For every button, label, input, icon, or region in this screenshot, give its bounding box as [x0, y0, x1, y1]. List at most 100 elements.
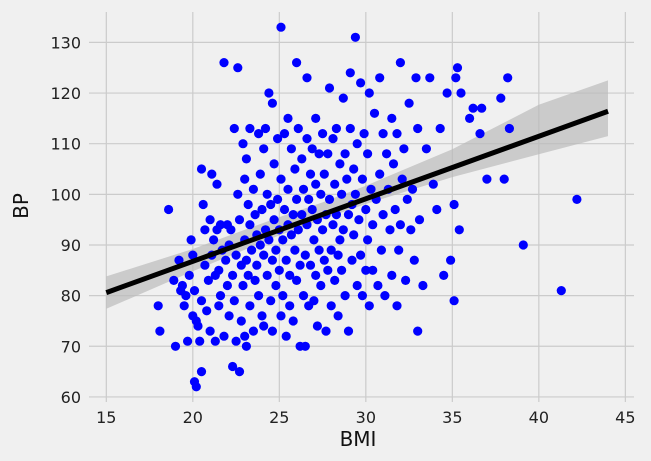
- data-point: [236, 316, 246, 326]
- data-point: [357, 174, 367, 184]
- data-point: [240, 331, 250, 341]
- data-point: [454, 225, 464, 235]
- data-point: [340, 149, 350, 159]
- y-axis-title: BP: [9, 193, 33, 219]
- data-point: [252, 260, 262, 270]
- data-point: [259, 321, 269, 331]
- data-point: [214, 301, 224, 311]
- data-point: [248, 184, 258, 194]
- data-point: [233, 189, 243, 199]
- y-tick-labels: 60 70 80 90 100 110 120 130: [50, 33, 81, 407]
- data-point: [164, 204, 174, 215]
- data-point: [262, 189, 272, 199]
- data-point: [238, 139, 248, 149]
- data-point: [311, 179, 321, 189]
- data-point: [181, 291, 191, 301]
- data-point: [399, 144, 409, 154]
- data-point: [388, 159, 399, 169]
- y-tick-label: 130: [50, 33, 81, 52]
- data-point: [186, 235, 196, 245]
- data-point: [307, 204, 317, 215]
- data-point: [387, 270, 397, 280]
- data-point: [292, 275, 302, 285]
- data-point: [347, 255, 357, 265]
- data-point: [264, 235, 274, 245]
- data-point: [229, 123, 239, 134]
- data-point: [345, 123, 355, 134]
- data-point: [210, 336, 220, 346]
- data-point: [292, 194, 302, 204]
- data-point: [298, 184, 309, 194]
- data-point: [293, 225, 303, 235]
- data-point: [241, 255, 251, 265]
- data-point: [170, 341, 181, 351]
- data-point: [177, 280, 187, 291]
- data-point: [248, 326, 258, 336]
- data-point: [340, 291, 350, 301]
- data-point: [276, 22, 286, 32]
- data-point: [395, 58, 405, 68]
- data-point: [273, 194, 283, 204]
- data-point: [274, 265, 284, 275]
- data-point: [219, 331, 229, 341]
- data-point: [356, 78, 366, 88]
- data-point: [169, 275, 179, 285]
- data-point: [309, 296, 319, 306]
- data-point: [279, 204, 290, 215]
- x-tick-labels: 15 20 25 30 35 40 45: [96, 408, 635, 427]
- data-point: [288, 316, 298, 326]
- data-point: [221, 255, 231, 265]
- data-point: [401, 275, 411, 285]
- data-point: [349, 230, 359, 240]
- data-point: [333, 311, 343, 321]
- data-point: [312, 321, 322, 331]
- data-point: [432, 204, 442, 215]
- data-point: [385, 225, 395, 235]
- data-point: [390, 204, 400, 215]
- data-point: [207, 169, 217, 179]
- data-point: [241, 341, 251, 351]
- data-point: [290, 245, 300, 255]
- data-point: [428, 179, 438, 189]
- y-tick-label: 110: [50, 135, 81, 154]
- data-point: [375, 73, 385, 83]
- x-tick-label: 35: [442, 408, 462, 427]
- data-point: [324, 83, 335, 93]
- data-point: [328, 134, 338, 144]
- data-point: [418, 280, 428, 291]
- data-point: [193, 321, 203, 331]
- data-point: [229, 296, 239, 306]
- data-point: [456, 88, 466, 98]
- data-point: [354, 215, 364, 225]
- data-point: [302, 134, 312, 144]
- data-point: [215, 220, 226, 230]
- data-point: [293, 123, 303, 134]
- data-point: [482, 174, 492, 184]
- data-point: [382, 149, 392, 159]
- x-tick-label: 45: [615, 408, 635, 427]
- data-point: [318, 129, 328, 139]
- data-point: [449, 199, 459, 210]
- data-point: [195, 336, 205, 346]
- data-point: [283, 184, 293, 194]
- data-point: [288, 210, 298, 220]
- data-point: [413, 326, 423, 336]
- data-point: [359, 129, 369, 139]
- data-point: [326, 245, 336, 255]
- data-point: [338, 93, 348, 103]
- data-point: [337, 189, 347, 199]
- y-tick-label: 90: [61, 236, 81, 255]
- data-point: [363, 235, 373, 245]
- data-point: [224, 311, 234, 321]
- data-point: [281, 255, 291, 265]
- data-point: [411, 73, 421, 83]
- data-point: [314, 149, 324, 159]
- data-point: [264, 88, 274, 98]
- data-point: [281, 331, 291, 341]
- data-point: [335, 159, 345, 169]
- x-tick-label: 15: [96, 408, 116, 427]
- data-point: [267, 98, 277, 108]
- data-point: [215, 291, 226, 301]
- data-point: [361, 204, 371, 215]
- data-point: [231, 336, 241, 346]
